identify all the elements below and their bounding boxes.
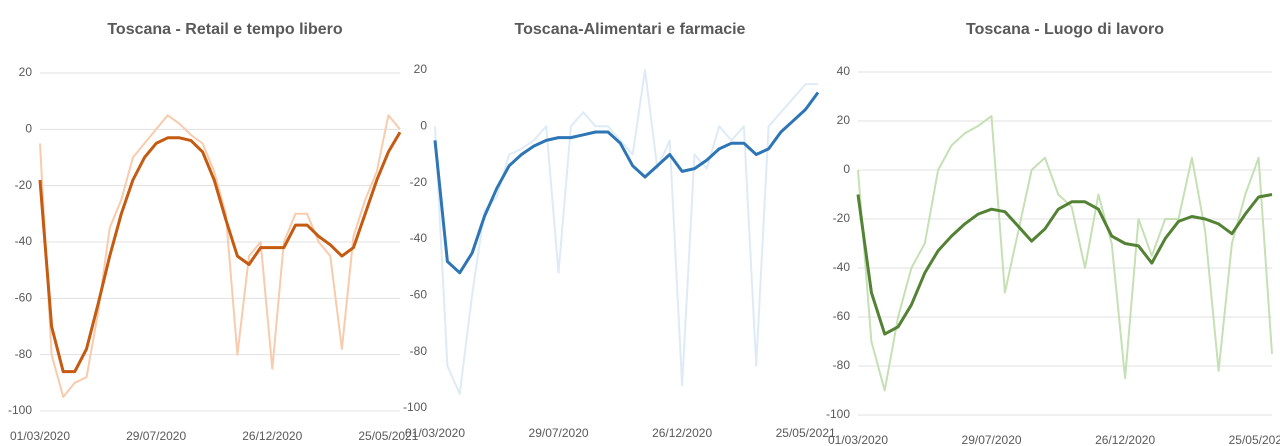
y-tick-label: -40 bbox=[410, 231, 428, 245]
y-tick-label: -100 bbox=[826, 407, 850, 421]
x-tick-label: 01/03/2020 bbox=[828, 433, 888, 446]
chart-title: Toscana-Alimentari e farmacie bbox=[515, 21, 746, 38]
daily-line bbox=[434, 69, 818, 395]
trend-line bbox=[433, 91, 820, 275]
y-tick-label: -80 bbox=[410, 344, 428, 358]
y-tick-label: -60 bbox=[410, 288, 428, 302]
y-tick-label: 40 bbox=[837, 64, 851, 78]
x-tick-label: 26/12/2020 bbox=[242, 429, 302, 443]
x-tick-label: 26/12/2020 bbox=[1095, 433, 1155, 446]
trend-line bbox=[856, 193, 1273, 336]
x-tick-label: 29/07/2020 bbox=[126, 429, 186, 443]
y-tick-label: -20 bbox=[833, 211, 851, 225]
y-tick-label: -60 bbox=[833, 309, 851, 323]
chart-title: Toscana - Luogo di lavoro bbox=[966, 21, 1164, 38]
y-tick-label: 0 bbox=[25, 122, 32, 136]
y-tick-label: 20 bbox=[19, 65, 33, 79]
x-tick-label: 25/05/2021 bbox=[776, 426, 836, 440]
y-tick-label: -20 bbox=[15, 178, 33, 192]
daily-line bbox=[857, 115, 1273, 392]
x-tick-label: 01/03/2020 bbox=[405, 426, 465, 440]
chart-title: Toscana - Retail e tempo libero bbox=[107, 21, 343, 38]
y-tick-label: 20 bbox=[414, 62, 428, 76]
y-tick-label: -40 bbox=[833, 260, 851, 274]
y-tick-label: 20 bbox=[837, 113, 851, 127]
y-tick-label: -60 bbox=[15, 291, 33, 305]
x-tick-label: 29/07/2020 bbox=[962, 433, 1022, 446]
x-tick-label: 29/07/2020 bbox=[529, 426, 589, 440]
y-tick-label: -80 bbox=[15, 347, 33, 361]
x-tick-label: 26/12/2020 bbox=[652, 426, 712, 440]
y-tick-label: -100 bbox=[8, 403, 32, 417]
x-tick-label: 25/05/2021 bbox=[1229, 433, 1280, 446]
y-tick-label: -80 bbox=[833, 358, 851, 372]
y-tick-label: 0 bbox=[420, 119, 427, 133]
x-tick-label: 25/05/2021 bbox=[358, 429, 418, 443]
y-tick-label: -20 bbox=[410, 175, 428, 189]
y-tick-label: -40 bbox=[15, 234, 33, 248]
trend-line bbox=[38, 131, 402, 374]
x-tick-label: 01/03/2020 bbox=[10, 429, 70, 443]
y-tick-label: -100 bbox=[403, 400, 427, 414]
y-tick-label: 0 bbox=[843, 162, 850, 176]
